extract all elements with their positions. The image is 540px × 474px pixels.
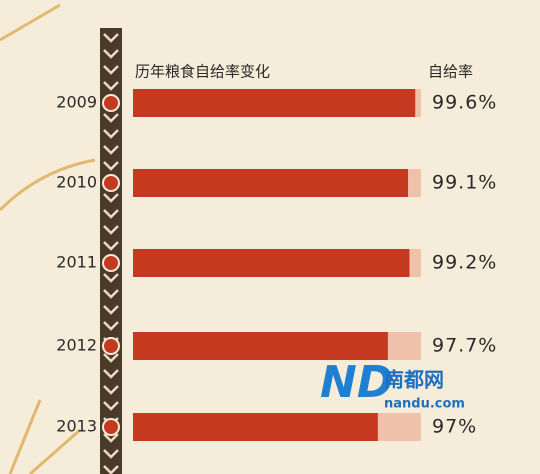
value-label: 99.6%	[432, 92, 497, 114]
chevron	[103, 65, 119, 75]
chevron	[103, 209, 119, 219]
timeline-dot	[102, 174, 120, 192]
chevron	[103, 273, 119, 283]
timeline	[100, 28, 122, 474]
watermark-logo: ND	[320, 357, 393, 408]
chevron	[103, 241, 119, 251]
year-label: 2013	[56, 417, 97, 436]
chevron	[103, 401, 119, 411]
value-header: 自给率	[428, 63, 473, 81]
watermark-url: nandu.com	[384, 397, 465, 412]
chevron	[103, 81, 119, 91]
chevron	[103, 145, 119, 155]
chevron	[103, 465, 119, 474]
chevron	[103, 433, 119, 443]
chevron	[103, 305, 119, 315]
chevron	[103, 193, 119, 203]
chevron	[103, 369, 119, 379]
value-label: 99.2%	[432, 252, 497, 274]
chevron	[103, 49, 119, 59]
year-label: 2009	[56, 93, 97, 112]
bar	[133, 249, 410, 277]
bar	[133, 89, 416, 117]
chevron	[103, 321, 119, 331]
value-label: 97.7%	[432, 335, 497, 357]
chevron	[103, 129, 119, 139]
chevron	[103, 353, 119, 363]
timeline-dot	[102, 94, 120, 112]
chevron	[103, 113, 119, 123]
year-label: 2011	[56, 253, 97, 272]
chevron	[103, 385, 119, 395]
value-label: 97%	[432, 416, 477, 438]
chevron	[103, 161, 119, 171]
watermark-name: 南都网	[384, 368, 444, 392]
chevron	[103, 33, 119, 43]
chevron	[103, 225, 119, 235]
value-label: 99.1%	[432, 172, 497, 194]
bar	[133, 332, 388, 360]
timeline-dot	[102, 254, 120, 272]
bar	[133, 413, 378, 441]
chevron	[103, 289, 119, 299]
watermark: ND 南都网 nandu.com	[320, 357, 465, 412]
timeline-dot	[102, 418, 120, 436]
chart-title: 历年粮食自给率变化	[135, 63, 270, 81]
chevron	[103, 449, 119, 459]
bar	[133, 169, 409, 197]
year-label: 2012	[56, 336, 97, 355]
decoration	[0, 3, 96, 474]
timeline-dot	[102, 337, 120, 355]
year-label: 2010	[56, 173, 97, 192]
